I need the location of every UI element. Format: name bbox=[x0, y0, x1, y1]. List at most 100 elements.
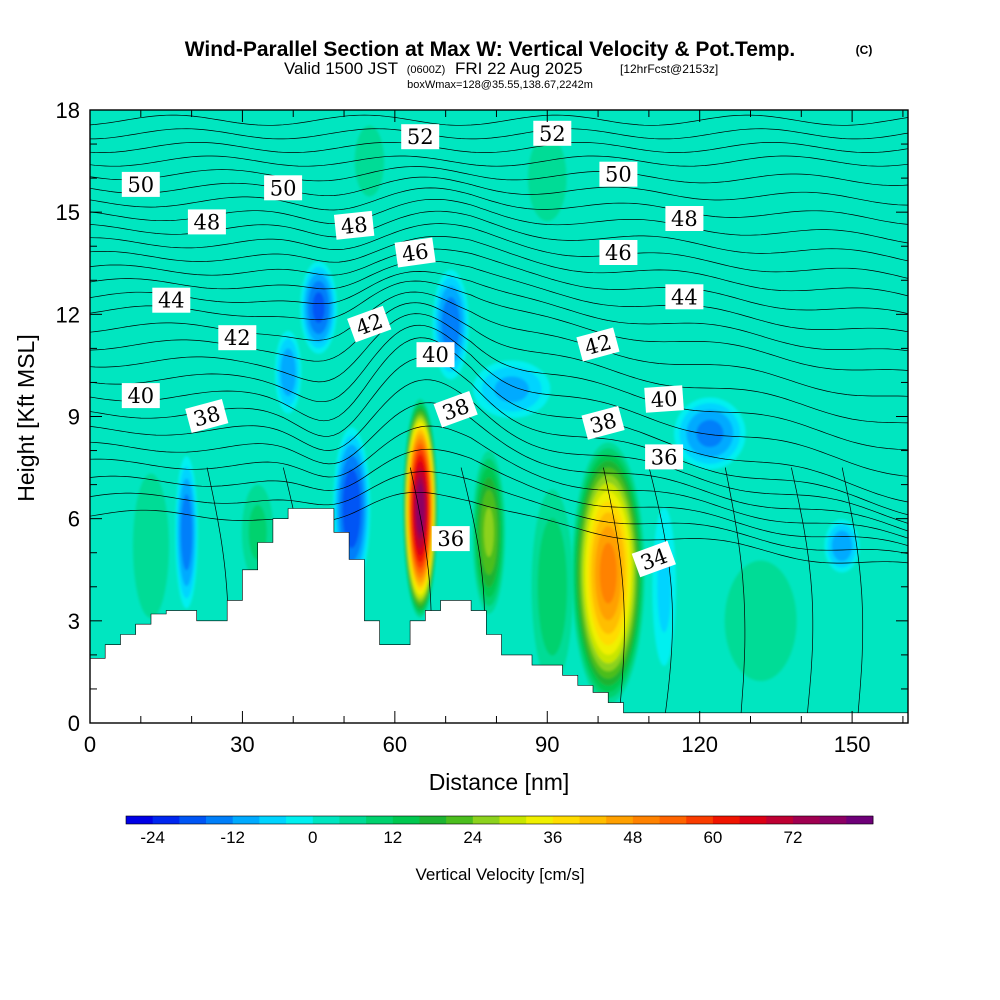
axis-ticks bbox=[89, 109, 908, 724]
chart-subtitle: Valid 1500 JST (0600Z) FRI 22 Aug 2025 [… bbox=[284, 59, 718, 78]
colorbar-swatch bbox=[259, 816, 287, 824]
theta-line bbox=[90, 114, 908, 126]
theta-label-box bbox=[416, 342, 455, 368]
w-cell-level bbox=[527, 135, 567, 222]
theta-label-text: 44 bbox=[158, 289, 185, 313]
w-cell bbox=[354, 125, 385, 197]
colorbar-swatch bbox=[366, 816, 394, 824]
subtitle-fcst: [12hrFcst@2153z] bbox=[620, 62, 718, 76]
theta-label: 44 bbox=[665, 284, 704, 310]
colorbar-swatch bbox=[392, 816, 420, 824]
terrain bbox=[90, 508, 908, 723]
theta-label-text: 50 bbox=[605, 163, 632, 187]
colorbar-tick-label: 24 bbox=[463, 828, 482, 847]
theta-label-box bbox=[431, 526, 470, 552]
y-tick-label: 3 bbox=[68, 609, 80, 634]
theta-line bbox=[90, 176, 908, 206]
colorbar-swatch bbox=[472, 816, 500, 824]
theta-line bbox=[791, 467, 814, 723]
theta-label: 46 bbox=[394, 237, 436, 268]
y-tick-label: 18 bbox=[56, 98, 80, 123]
w-cell bbox=[274, 330, 302, 414]
theta-line bbox=[90, 223, 908, 279]
colorbar-tick-label: 72 bbox=[784, 828, 803, 847]
theta-line bbox=[90, 324, 908, 477]
colorbar-swatch bbox=[206, 816, 234, 824]
y-tick-label: 9 bbox=[68, 405, 80, 430]
theta-line bbox=[90, 271, 908, 352]
theta-label-text: 46 bbox=[605, 241, 632, 265]
colorbar-swatch bbox=[126, 816, 154, 824]
w-cell-level bbox=[133, 473, 169, 619]
x-tick-label: 0 bbox=[84, 732, 96, 757]
title-mark: (C) bbox=[856, 43, 873, 57]
theta-line bbox=[90, 142, 908, 153]
x-tick-label: 60 bbox=[383, 732, 407, 757]
theta-line bbox=[90, 402, 908, 532]
theta-label-text: 50 bbox=[127, 173, 154, 197]
colorbar-tick-label: 36 bbox=[543, 828, 562, 847]
colorbar-tick-label: 60 bbox=[703, 828, 722, 847]
x-tick-label: 90 bbox=[535, 732, 559, 757]
colorbar-tick-label: -12 bbox=[220, 828, 245, 847]
theta-label-box bbox=[645, 444, 684, 470]
w-cell bbox=[472, 450, 506, 614]
w-cell-level bbox=[280, 348, 296, 397]
theta-label: 38 bbox=[185, 399, 229, 434]
theta-label-box bbox=[264, 175, 303, 201]
theta-label: 48 bbox=[665, 206, 704, 231]
w-cell-level bbox=[494, 376, 529, 403]
theta-line bbox=[90, 280, 908, 371]
w-cell bbox=[175, 456, 198, 609]
colorbar-swatch bbox=[446, 816, 474, 824]
theta-line bbox=[841, 467, 864, 723]
theta-label-text: 36 bbox=[437, 527, 464, 551]
colorbar-frame bbox=[125, 815, 874, 825]
theta-label-text: 40 bbox=[650, 387, 678, 413]
theta-label-text: 52 bbox=[539, 122, 566, 146]
plot-area bbox=[90, 110, 908, 723]
subtitle-date: FRI 22 Aug 2025 bbox=[455, 59, 583, 78]
colorbar-swatch bbox=[766, 816, 794, 824]
theta-label-box bbox=[576, 327, 620, 362]
y-tick-label: 15 bbox=[56, 200, 80, 225]
colorbar-swatch bbox=[819, 816, 847, 824]
theta-label-text: 50 bbox=[270, 176, 297, 200]
w-cell-level bbox=[416, 483, 425, 534]
theta-label-box bbox=[433, 390, 478, 428]
w-cell bbox=[527, 135, 567, 222]
colorbar-swatch bbox=[152, 816, 180, 824]
theta-label: 40 bbox=[416, 342, 455, 368]
w-cell bbox=[571, 442, 645, 704]
colorbar-swatch bbox=[179, 816, 207, 824]
w-cell-level bbox=[354, 125, 385, 197]
colorbar-tick-label: -24 bbox=[140, 828, 165, 847]
theta-label-box bbox=[665, 284, 704, 310]
theta-line bbox=[90, 471, 908, 555]
theta-label-box bbox=[665, 206, 704, 231]
colorbar-swatch bbox=[232, 816, 260, 824]
theta-line bbox=[90, 248, 908, 314]
theta-label: 50 bbox=[264, 175, 303, 201]
x-tick-labels: 0 30 60 90 120 150 bbox=[84, 732, 871, 757]
w-cell bbox=[300, 261, 338, 354]
theta-line bbox=[90, 313, 908, 451]
theta-line bbox=[90, 337, 908, 503]
theta-label-box bbox=[185, 399, 229, 434]
colorbar-swatch bbox=[632, 816, 660, 824]
w-cell bbox=[473, 360, 551, 419]
theta-line bbox=[90, 166, 908, 186]
theta-line bbox=[724, 467, 746, 723]
theta-label-text: 48 bbox=[671, 207, 698, 231]
theta-label-text: 42 bbox=[224, 326, 251, 350]
y-tick-label: 0 bbox=[68, 711, 80, 736]
colorbar-label: Vertical Velocity [cm/s] bbox=[415, 865, 584, 884]
colorbar-swatch bbox=[712, 816, 741, 824]
theta-label: 46 bbox=[599, 240, 638, 265]
subtitle-zulu: (0600Z) bbox=[407, 64, 446, 76]
w-cell bbox=[531, 489, 574, 685]
chart-subtitle-2: boxWmax=128@35.55,138.67,2242m bbox=[407, 79, 593, 91]
w-cell bbox=[402, 398, 438, 618]
w-cell-level bbox=[342, 468, 361, 549]
